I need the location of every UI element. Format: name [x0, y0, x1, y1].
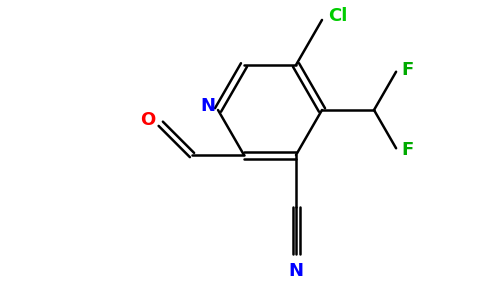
- Text: N: N: [288, 262, 303, 280]
- Text: F: F: [401, 141, 413, 159]
- Text: F: F: [401, 61, 413, 79]
- Text: Cl: Cl: [328, 7, 348, 25]
- Text: N: N: [200, 97, 215, 115]
- Text: O: O: [140, 111, 156, 129]
